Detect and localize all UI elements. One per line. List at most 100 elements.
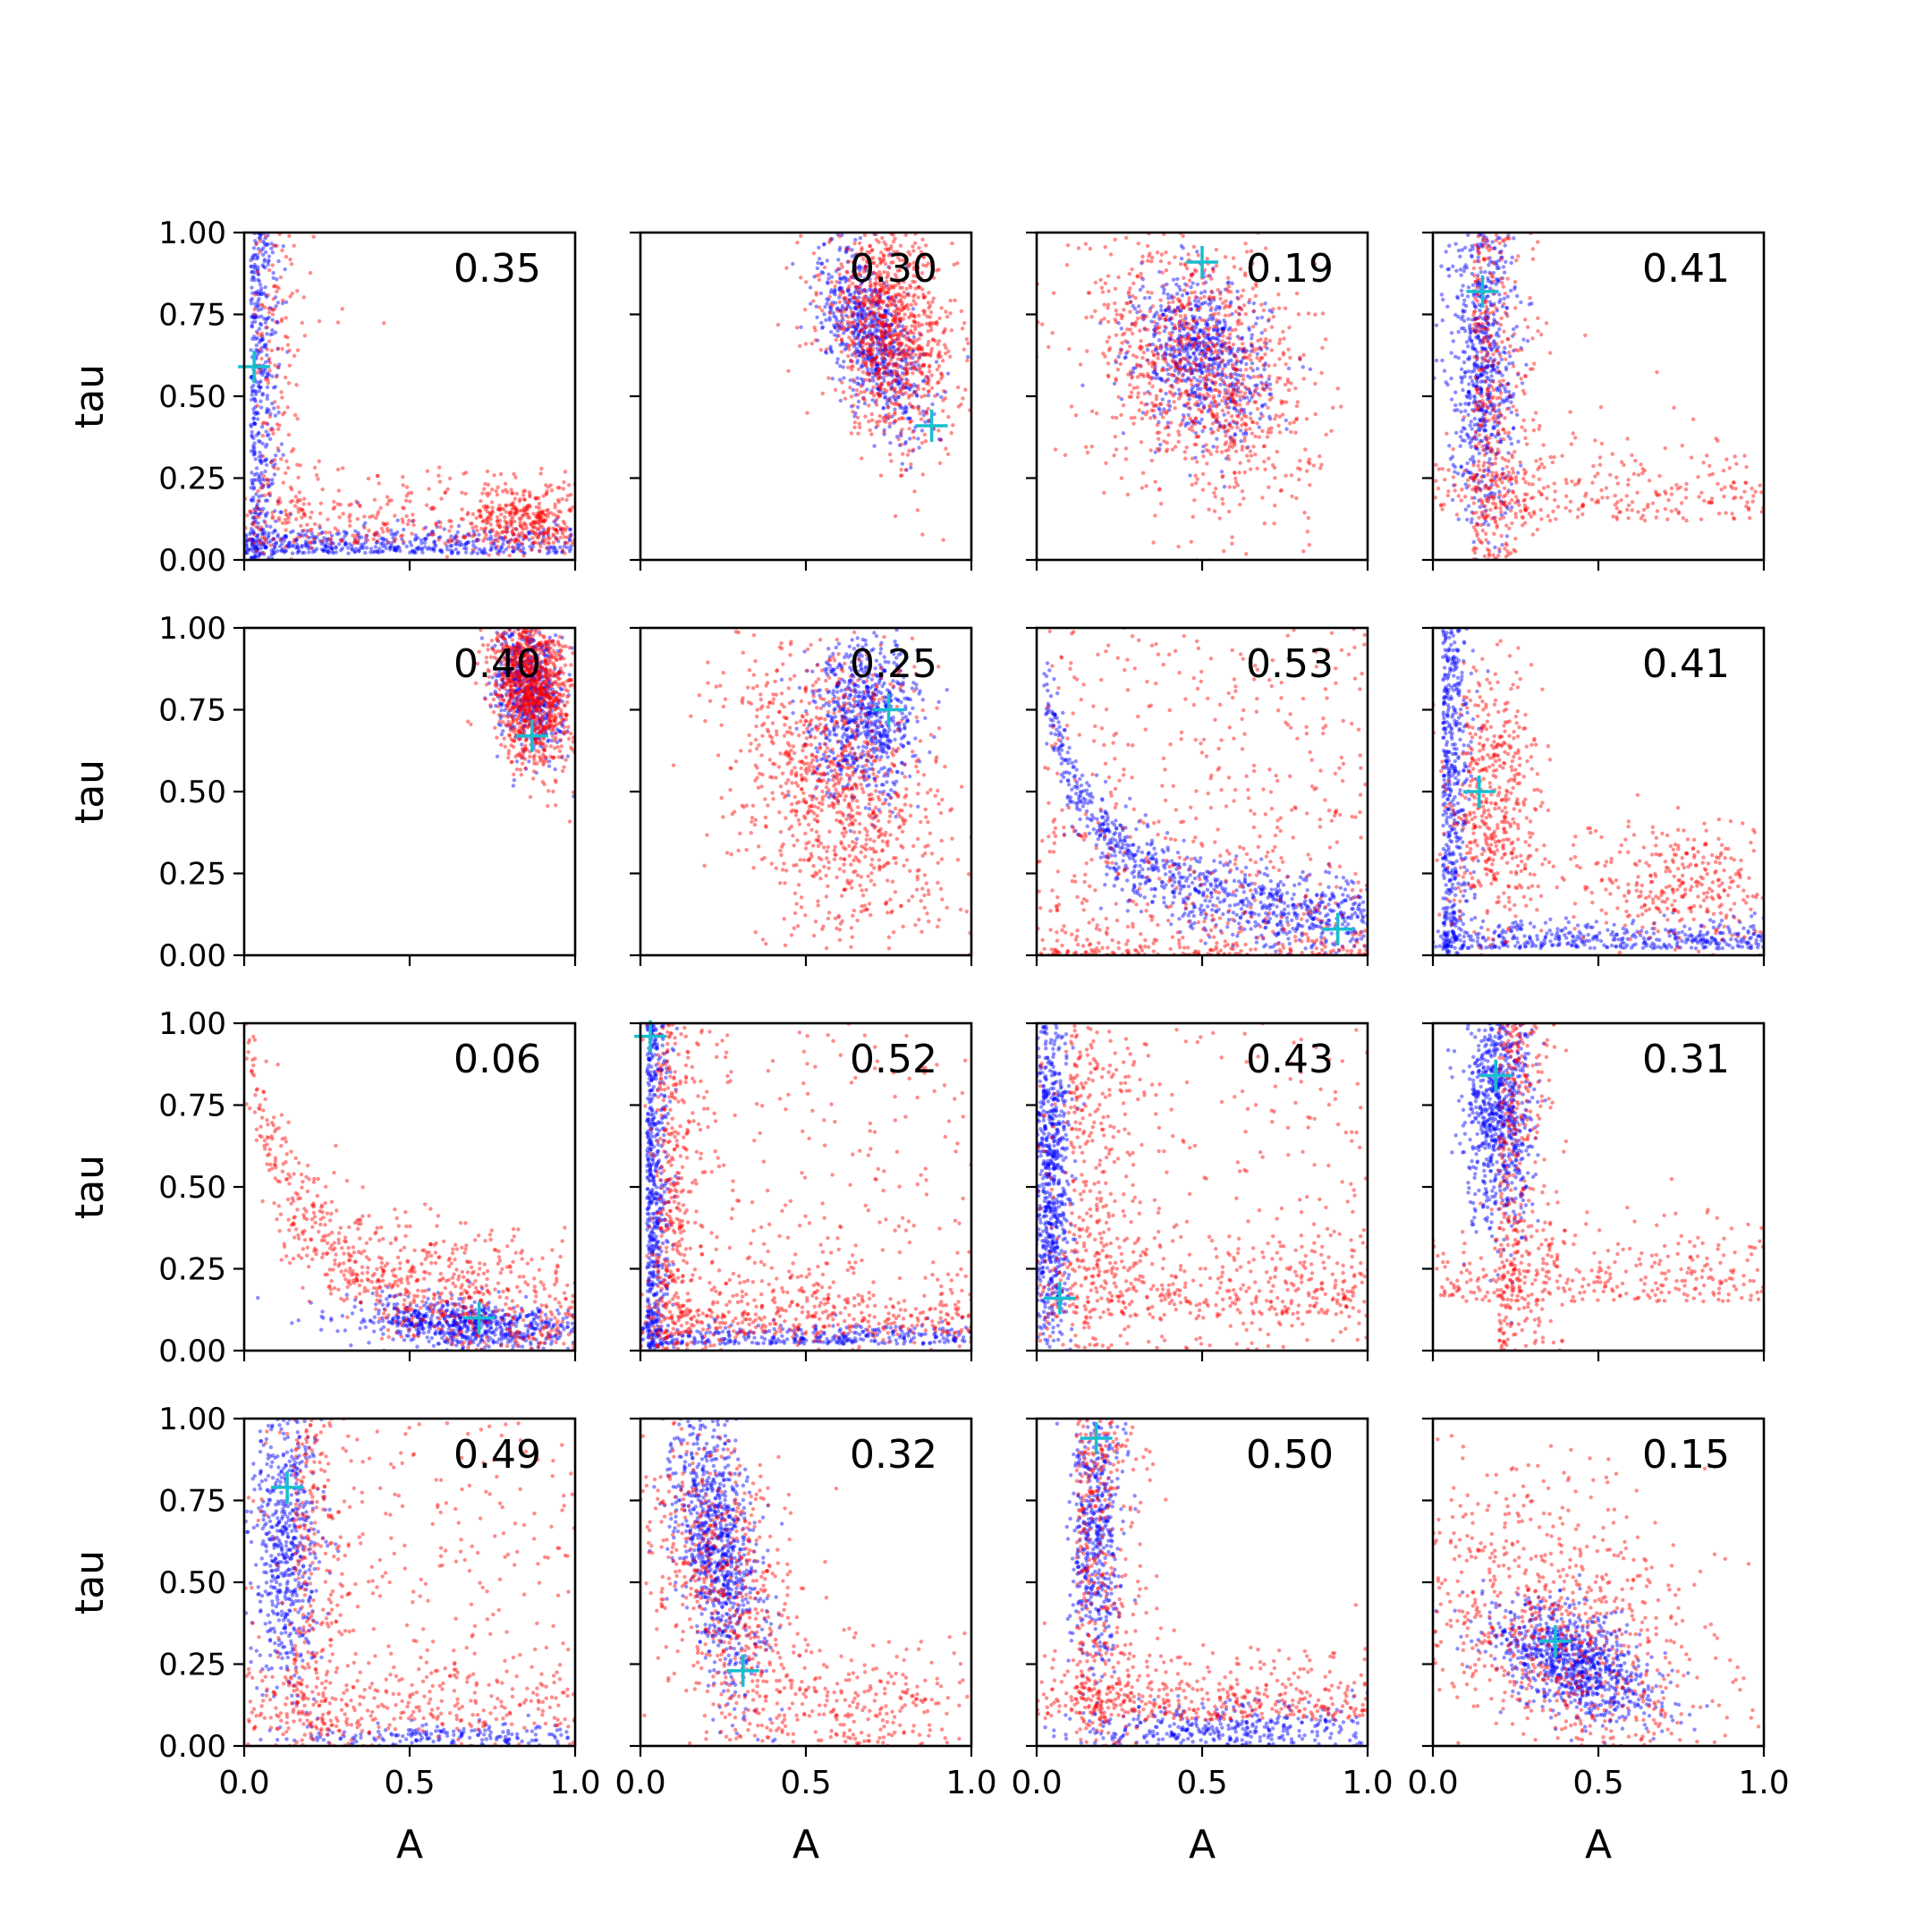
blue-point	[821, 242, 826, 247]
blue-point	[265, 410, 269, 415]
red-point	[893, 318, 898, 323]
red-point	[276, 286, 281, 291]
red-point	[870, 337, 875, 343]
red-point	[1243, 355, 1248, 360]
red-point	[852, 267, 857, 271]
blue-point	[553, 550, 557, 555]
red-point	[1128, 327, 1132, 332]
red-point	[526, 504, 530, 509]
blue-point	[1194, 348, 1199, 352]
blue-point	[1211, 370, 1216, 376]
blue-point	[895, 373, 900, 377]
blue-point	[1206, 343, 1210, 349]
blue-point	[1219, 372, 1224, 377]
blue-point	[252, 278, 257, 283]
blue-point	[856, 285, 860, 290]
red-point	[495, 519, 500, 523]
blue-point	[897, 352, 902, 356]
blue-point	[860, 289, 866, 293]
blue-point	[363, 539, 368, 545]
red-point	[924, 411, 929, 416]
blue-point	[295, 550, 300, 555]
blue-point	[912, 360, 918, 365]
blue-point	[898, 405, 902, 410]
blue-point	[1157, 269, 1162, 275]
blue-point	[1241, 411, 1247, 415]
blue-point	[256, 542, 261, 547]
red-point	[876, 301, 881, 307]
blue-point	[261, 368, 266, 373]
red-point	[881, 354, 886, 359]
red-point	[878, 288, 883, 293]
red-point	[317, 318, 322, 324]
red-point	[803, 280, 809, 284]
red-point	[1224, 448, 1228, 453]
red-point	[1263, 344, 1267, 349]
red-point	[1155, 446, 1160, 452]
red-point	[1125, 301, 1131, 306]
red-point	[496, 531, 501, 537]
red-point	[483, 526, 488, 530]
blue-point	[273, 544, 277, 549]
blue-point	[267, 555, 271, 560]
red-point	[326, 517, 330, 521]
blue-point	[829, 275, 835, 279]
red-point	[495, 492, 500, 497]
red-point	[1162, 284, 1166, 288]
red-point	[924, 410, 928, 415]
red-point	[1228, 304, 1233, 309]
blue-point	[1187, 341, 1191, 346]
blue-point	[873, 358, 877, 362]
blue-point	[837, 377, 843, 382]
blue-point	[865, 335, 869, 339]
red-point	[911, 249, 916, 253]
red-point	[920, 532, 925, 537]
red-point	[839, 337, 844, 342]
blue-point	[1207, 317, 1211, 321]
red-point	[406, 518, 411, 523]
red-point	[897, 402, 902, 407]
blue-point	[252, 472, 257, 477]
blue-point	[864, 265, 869, 269]
red-point	[864, 371, 869, 377]
red-point	[461, 517, 465, 521]
blue-point	[261, 246, 266, 250]
blue-point	[527, 538, 531, 542]
blue-point	[1247, 388, 1251, 393]
red-point	[1272, 521, 1276, 526]
blue-point	[916, 404, 921, 409]
blue-point	[488, 529, 493, 533]
blue-point	[463, 550, 469, 555]
blue-point	[453, 536, 457, 541]
blue-point	[872, 301, 877, 305]
blue-point	[257, 478, 261, 482]
red-point	[1086, 291, 1091, 295]
red-point	[287, 348, 292, 352]
blue-point	[1140, 276, 1146, 282]
blue-point	[878, 393, 883, 397]
blue-point	[860, 380, 866, 386]
red-point	[859, 390, 863, 394]
blue-point	[1211, 343, 1216, 348]
red-point	[1191, 344, 1197, 350]
blue-point	[895, 375, 901, 379]
red-point	[1244, 552, 1249, 556]
blue-point	[1217, 355, 1222, 360]
red-point	[860, 369, 866, 375]
red-point	[1128, 309, 1132, 314]
blue-point	[256, 547, 260, 552]
red-point	[1106, 361, 1111, 366]
red-point	[275, 243, 279, 249]
blue-point	[487, 530, 493, 535]
red-point	[926, 418, 931, 423]
red-point	[340, 538, 344, 544]
red-point	[1126, 289, 1131, 294]
blue-point	[325, 549, 330, 555]
blue-point	[537, 531, 542, 537]
blue-point	[258, 439, 263, 445]
red-point	[1243, 368, 1249, 372]
red-point	[908, 419, 912, 425]
red-point	[258, 368, 262, 372]
blue-point	[876, 339, 880, 343]
red-point	[487, 511, 492, 516]
